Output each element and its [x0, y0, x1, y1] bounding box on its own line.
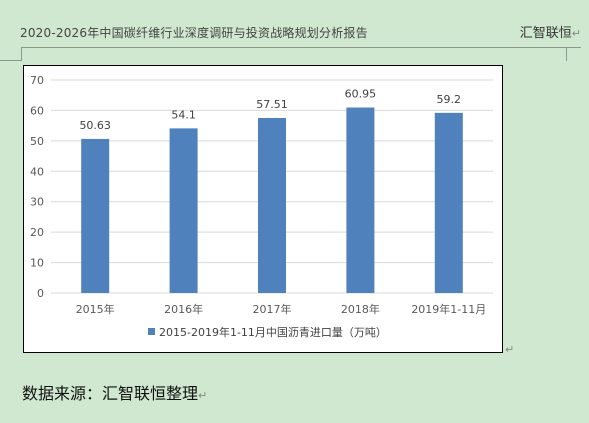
y-tick-label: 20: [30, 226, 44, 239]
data-label: 59.2: [437, 93, 462, 106]
x-tick-label: 2015年: [76, 302, 115, 316]
bar: [434, 112, 463, 293]
legend-swatch: [148, 328, 155, 335]
y-tick-label: 30: [30, 196, 44, 209]
paragraph-mark: ↵: [505, 343, 515, 356]
data-label: 57.51: [256, 98, 288, 111]
x-tick-label: 2016年: [164, 302, 203, 316]
bar: [169, 128, 198, 293]
y-tick-label: 50: [30, 135, 44, 148]
y-tick-label: 70: [30, 74, 44, 87]
x-tick-label: 2019年1-11月: [411, 302, 486, 316]
data-label: 60.95: [345, 88, 377, 101]
y-tick-label: 0: [37, 287, 44, 300]
y-tick-label: 60: [30, 104, 44, 117]
chart-container: 0 10 20 30 40 50 60 70 50.63 2015年 54.1 2016年 57.51 2…: [23, 65, 503, 353]
data-label: 54.1: [171, 108, 196, 121]
x-tick-label: 2018年: [341, 302, 380, 316]
bar: [81, 138, 110, 293]
header-brand-text: 汇智联恒: [519, 26, 572, 41]
y-tick-label: 10: [30, 257, 44, 270]
bar-chart: 0 10 20 30 40 50 60 70 50.63 2015年 54.1 2016年 57.51 2…: [30, 74, 493, 339]
header-rule: [22, 47, 581, 48]
y-tick-label: 40: [30, 165, 44, 178]
legend-label: 2015-2019年1-11月中国沥青进口量（万吨）: [159, 325, 387, 339]
data-label: 50.63: [79, 119, 111, 132]
source-text: 数据来源：汇智联恒整理: [22, 384, 199, 403]
x-tick-label: 2017年: [253, 302, 292, 316]
header-corner-right: [566, 47, 581, 61]
bar: [346, 107, 375, 293]
paragraph-mark: ↵: [198, 389, 208, 402]
header-corner-left: [0, 47, 22, 61]
bar: [258, 118, 286, 294]
source-note: 数据来源：汇智联恒整理↵: [22, 380, 207, 404]
header-brand: 汇智联恒↵: [520, 22, 581, 41]
paragraph-mark: ↵: [571, 27, 581, 40]
header-title: 2020-2026年中国碳纤维行业深度调研与投资战略规划分析报告: [20, 26, 368, 40]
